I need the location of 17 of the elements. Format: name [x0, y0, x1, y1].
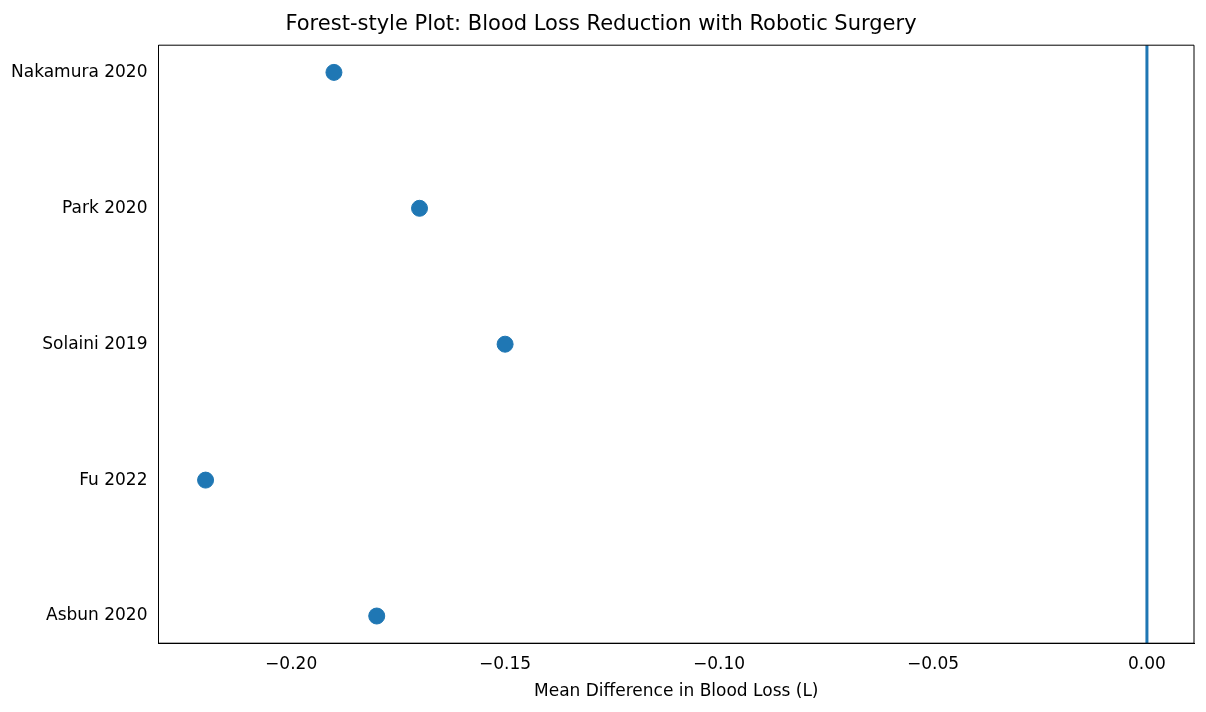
point	[325, 63, 343, 81]
point	[368, 607, 386, 625]
chart-title: Forest-style Plot: Blood Loss Reduction with Robotic Surgery	[285, 11, 917, 36]
point	[197, 471, 215, 489]
y-tick-label: Solaini 2019	[42, 332, 148, 353]
x-tick-label: −0.20	[265, 652, 318, 673]
y-tick-label: Asbun 2020	[46, 604, 148, 625]
x-tick-label: −0.05	[906, 652, 960, 673]
point	[496, 335, 514, 353]
x-axis-title: Mean Difference in Blood Loss (L)	[534, 680, 819, 701]
x-tick-label: −0.10	[692, 652, 746, 673]
x-tick-label: 0.00	[1128, 652, 1166, 673]
x-tick-label: −0.15	[479, 652, 532, 673]
y-tick-label: Park 2020	[62, 196, 148, 217]
y-tick-label: Nakamura 2020	[10, 60, 148, 81]
point	[411, 199, 429, 217]
y-tick-label: Fu 2022	[79, 468, 148, 489]
